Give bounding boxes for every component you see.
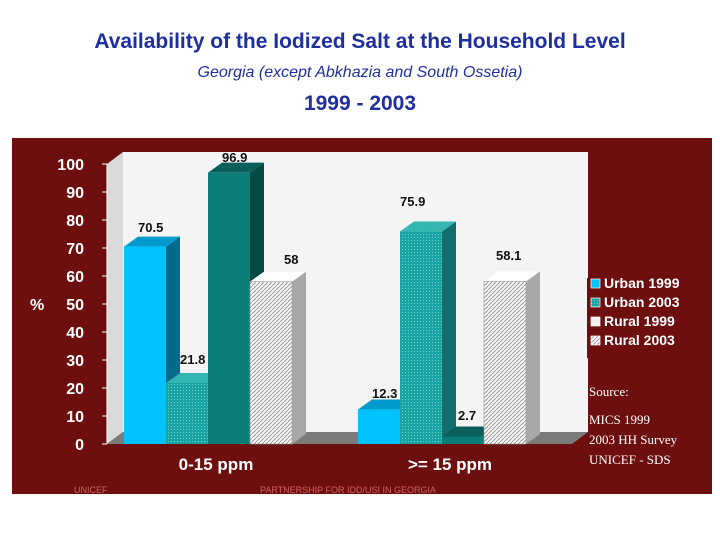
bar-rural-1999-0-15-ppm	[208, 172, 250, 444]
chart-panel: 0 10 20 30 40 50 60 70 80 90 100% 0-15 ppm >= 15 pp…	[12, 138, 712, 495]
y-tick-label: 60	[66, 269, 84, 286]
y-tick-label: 70	[66, 241, 84, 258]
legend-box	[587, 278, 692, 358]
x-category-label: 0-15 ppm	[179, 455, 254, 474]
chart-years: 1999 - 2003	[303, 92, 417, 115]
data-label: 58	[284, 252, 298, 267]
bar-chart: 0 10 20 30 40 50 60 70 80 90 100% 0-15 ppm >= 15 pp…	[30, 150, 692, 495]
data-label: 96.9	[222, 150, 247, 165]
bar-urban-2003-0-15-ppm	[166, 382, 208, 444]
chart-subtitle: Georgia (except Abkhazia and South Osset…	[197, 64, 523, 81]
y-tick-label: 100	[57, 157, 84, 174]
legend-item-rural-1999: Rural 1999	[604, 313, 675, 329]
bar-side-urban-2003-15-ppm	[442, 221, 456, 444]
bar-urban-1999-0-15-ppm	[124, 246, 166, 444]
bar-top-rural-1999-0-15-ppm	[208, 162, 264, 173]
bar-urban-1999-15-ppm	[358, 409, 400, 444]
bar-urban-2003-15-ppm	[400, 231, 442, 444]
bar-rural-2003-15-ppm	[483, 281, 527, 445]
source-line-3: UNICEF - SDS	[589, 452, 671, 467]
legend-swatch	[590, 278, 601, 289]
y-tick-label: 90	[66, 185, 84, 202]
plot-side-wall	[107, 152, 123, 444]
data-label: 21.8	[180, 352, 205, 367]
y-tick-label: 0	[75, 437, 84, 454]
legend-item-rural-2003: Rural 2003	[604, 332, 675, 348]
footer-center: PARTNERSHIP FOR IDD/USI IN GEORGIA	[260, 485, 436, 494]
y-tick-label: 50	[66, 297, 84, 314]
bar-rural-2003-0-15-ppm	[249, 281, 293, 445]
y-tick-label: 20	[66, 381, 84, 398]
y-axis-label: %	[30, 297, 44, 314]
bar-side-rural-2003-0-15-ppm	[292, 271, 306, 444]
legend-item-urban-1999: Urban 1999	[604, 275, 680, 291]
y-tick-label: 10	[66, 409, 84, 426]
data-label: 2.7	[458, 408, 476, 423]
y-tick-label: 30	[66, 353, 84, 370]
bar-top-urban-2003-15-ppm	[400, 221, 456, 232]
x-category-label: >= 15 ppm	[408, 455, 492, 474]
bar-top-rural-2003-0-15-ppm	[250, 271, 306, 282]
source-line-2: 2003 HH Survey	[589, 432, 678, 447]
bar-side-rural-2003-15-ppm	[526, 271, 540, 444]
legend-swatch	[590, 316, 601, 327]
source-heading: Source:	[589, 384, 629, 399]
y-tick-label: 80	[66, 213, 84, 230]
data-label: 12.3	[372, 386, 397, 401]
footer-left: UNICEF	[74, 485, 108, 494]
legend-item-urban-2003: Urban 2003	[604, 294, 680, 310]
source-line-1: MICS 1999	[589, 412, 650, 427]
legend-swatch	[590, 335, 601, 346]
chart-title: Availability of the Iodized Salt at the …	[94, 30, 626, 53]
data-label: 70.5	[138, 220, 163, 235]
legend-swatch	[590, 297, 601, 308]
y-tick-label: 40	[66, 325, 84, 342]
bar-rural-1999-15-ppm	[442, 436, 484, 444]
bar-top-rural-2003-15-ppm	[484, 271, 540, 282]
data-label: 75.9	[400, 194, 425, 209]
bar-top-urban-1999-0-15-ppm	[124, 236, 180, 247]
data-label: 58.1	[496, 248, 521, 263]
